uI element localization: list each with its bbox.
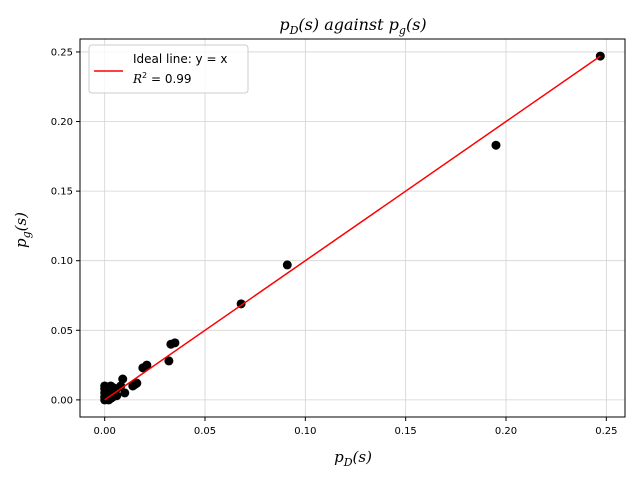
- x-tick-label: 0.15: [395, 426, 417, 437]
- data-point: [100, 381, 110, 391]
- data-point: [166, 339, 176, 349]
- data-point: [491, 140, 501, 150]
- x-axis-label: pD(s): [334, 448, 372, 469]
- legend: Ideal line: y = x R2 = 0.99: [88, 44, 249, 94]
- y-tick-label: 0.15: [51, 187, 73, 198]
- data-point: [138, 363, 148, 373]
- y-axis-label: pg(s): [12, 212, 33, 248]
- y-tick-label: 0.20: [51, 117, 73, 128]
- y-tick-label: 0.25: [51, 47, 73, 58]
- data-point: [164, 356, 174, 366]
- x-tick-label: 0.10: [294, 426, 316, 437]
- x-tick-label: 0.00: [94, 426, 116, 437]
- y-axis-ticks: 0.00 0.05 0.10 0.15 0.20 0.25: [51, 47, 80, 406]
- x-tick-label: 0.20: [495, 426, 517, 437]
- y-tick-label: 0.00: [51, 395, 73, 406]
- ideal-line: [104, 55, 601, 401]
- data-point: [104, 395, 114, 405]
- x-tick-label: 0.05: [194, 426, 216, 437]
- plot-area-frame: [79, 38, 626, 418]
- y-tick-label: 0.05: [51, 326, 73, 337]
- chart-title: pD(s) against pg(s): [279, 15, 426, 37]
- legend-line-label: Ideal line: y = x: [133, 52, 227, 66]
- data-point: [282, 260, 292, 270]
- y-tick-label: 0.10: [51, 256, 73, 267]
- data-points: [100, 51, 605, 405]
- data-point: [120, 388, 130, 398]
- data-point: [128, 381, 138, 391]
- x-axis-ticks: 0.00 0.05 0.10 0.15 0.20 0.25: [94, 417, 617, 437]
- x-tick-label: 0.25: [595, 426, 617, 437]
- legend-box: [88, 44, 249, 94]
- legend-r2-label: R2 = 0.99: [132, 71, 192, 86]
- grid: [80, 39, 625, 417]
- data-point: [118, 374, 128, 384]
